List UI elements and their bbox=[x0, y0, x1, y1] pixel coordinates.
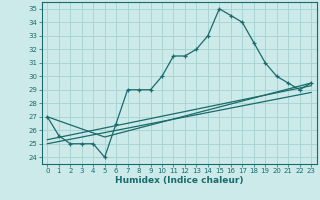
X-axis label: Humidex (Indice chaleur): Humidex (Indice chaleur) bbox=[115, 176, 244, 185]
